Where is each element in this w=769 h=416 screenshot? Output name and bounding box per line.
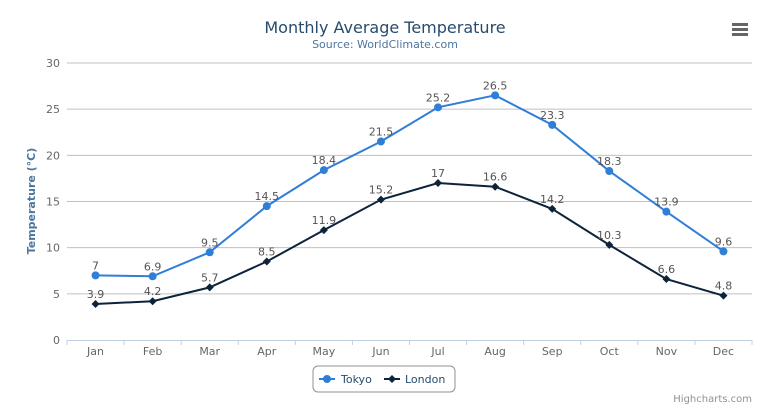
data-label: 18.4: [312, 154, 337, 167]
data-point: [434, 179, 443, 188]
x-tick-label: Dec: [713, 345, 734, 358]
data-label: 6.9: [144, 260, 162, 273]
x-tick-label: Feb: [143, 345, 162, 358]
data-point: [376, 137, 385, 146]
y-tick-label: 0: [53, 334, 60, 347]
data-label: 21.5: [369, 125, 394, 138]
data-point: [148, 272, 157, 281]
legend: Tokyo London: [312, 365, 456, 393]
data-label: 9.5: [201, 236, 219, 249]
chart-title: Monthly Average Temperature: [264, 18, 505, 37]
data-point: [719, 247, 728, 256]
legend-label-tokyo: Tokyo: [340, 373, 372, 386]
x-tick-label: Jul: [430, 345, 444, 358]
data-label: 15.2: [369, 184, 394, 197]
data-point: [491, 182, 500, 191]
data-label: 11.9: [312, 214, 337, 227]
data-label: 9.6: [715, 235, 733, 248]
x-tick-label: Apr: [257, 345, 277, 358]
data-point: [205, 248, 214, 257]
data-label: 14.5: [255, 190, 280, 203]
legend-item-tokyo[interactable]: Tokyo: [319, 373, 372, 386]
legend-label-london: London: [405, 373, 445, 386]
data-point: [719, 291, 728, 300]
chart-subtitle: Source: WorldClimate.com: [312, 38, 458, 51]
x-tick-label: Jun: [371, 345, 389, 358]
data-point: [605, 240, 614, 249]
data-point: [662, 275, 671, 284]
data-label: 3.9: [87, 288, 105, 301]
data-point: [605, 167, 614, 176]
data-point: [91, 271, 100, 280]
data-point: [548, 120, 557, 129]
x-tick-label: Aug: [484, 345, 505, 358]
y-tick-label: 25: [46, 103, 60, 116]
data-point: [319, 226, 328, 235]
y-tick-label: 30: [46, 57, 60, 70]
data-label: 6.6: [658, 263, 676, 276]
hamburger-menu-icon[interactable]: [732, 23, 748, 36]
data-label: 5.7: [201, 271, 219, 284]
data-point: [376, 195, 385, 204]
legend-item-london[interactable]: London: [384, 373, 445, 386]
data-label: 10.3: [597, 229, 622, 242]
data-label: 26.5: [483, 79, 508, 92]
x-tick-label: May: [313, 345, 336, 358]
data-label: 25.2: [426, 91, 451, 104]
data-point: [91, 299, 100, 308]
y-tick-label: 10: [46, 242, 60, 255]
y-tick-label: 15: [46, 196, 60, 209]
data-label: 23.3: [540, 109, 565, 122]
data-point: [491, 91, 500, 100]
data-point: [205, 283, 214, 292]
data-label: 4.8: [715, 280, 733, 293]
data-point: [548, 204, 557, 213]
data-point: [662, 207, 671, 216]
data-label: 18.3: [597, 155, 622, 168]
x-tick-label: Sep: [542, 345, 563, 358]
x-tick-label: Mar: [199, 345, 220, 358]
data-point: [148, 297, 157, 306]
data-label: 4.2: [144, 285, 162, 298]
x-tick-label: Nov: [656, 345, 678, 358]
x-tick-label: Jan: [86, 345, 104, 358]
series-line-london: [95, 182, 724, 305]
y-tick-label: 5: [53, 288, 60, 301]
data-point: [262, 202, 271, 211]
y-axis-title: Temperature (°C): [25, 148, 38, 255]
series-line-tokyo: [95, 94, 725, 278]
data-label: 16.6: [483, 171, 508, 184]
data-label: 13.9: [654, 196, 679, 209]
diamond-marker-icon: [388, 375, 396, 383]
data-label: 14.2: [540, 193, 565, 206]
credits-link[interactable]: Highcharts.com: [673, 394, 752, 405]
data-point: [262, 257, 271, 266]
data-label: 7: [92, 259, 99, 272]
x-tick-label: Oct: [600, 345, 620, 358]
data-point: [434, 103, 443, 112]
data-label: 8.5: [258, 246, 276, 259]
data-point: [319, 166, 328, 175]
y-tick-label: 20: [46, 149, 60, 162]
circle-marker-icon: [323, 375, 331, 383]
data-label: 17: [431, 167, 445, 180]
